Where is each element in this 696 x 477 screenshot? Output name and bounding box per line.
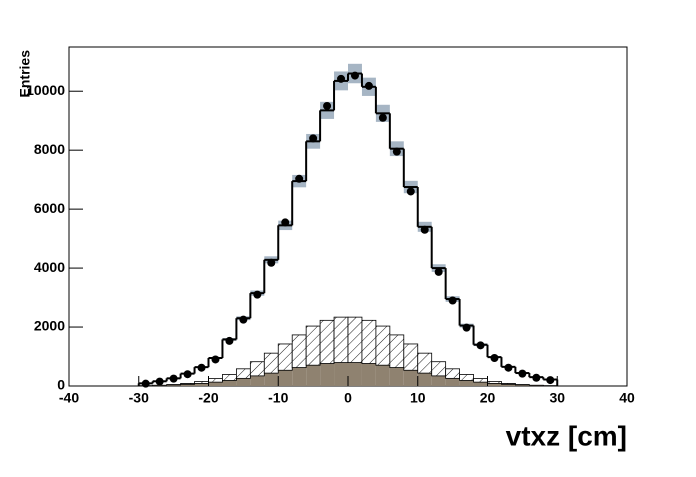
hist-bar	[222, 374, 236, 380]
y-tick-label: 2000	[34, 318, 65, 334]
hist-bar	[278, 370, 292, 386]
data-point	[449, 297, 457, 305]
y-tick-label: 10000	[26, 82, 65, 98]
data-point	[295, 175, 303, 183]
x-tick-label: 0	[344, 390, 352, 406]
hist-bar	[222, 380, 236, 386]
hist-bar	[362, 320, 376, 363]
hist-bar	[446, 378, 460, 386]
data-point	[421, 226, 429, 234]
data-point	[463, 324, 471, 332]
hist-bar	[306, 365, 320, 386]
x-tick-label: -20	[198, 390, 218, 406]
x-axis-title: vtxz [cm]	[506, 420, 627, 451]
hist-bar	[250, 376, 264, 386]
data-point	[407, 187, 415, 195]
x-tick-label: 20	[480, 390, 496, 406]
data-point	[281, 218, 289, 226]
data-point	[267, 259, 275, 267]
data-point	[211, 355, 219, 363]
hist-bar	[236, 369, 250, 379]
hist-bar	[292, 368, 306, 386]
data-point	[198, 364, 206, 372]
x-tick-label: -30	[129, 390, 149, 406]
hist-bar	[474, 379, 488, 383]
y-tick-label: 8000	[34, 141, 65, 157]
hist-bar	[474, 382, 488, 386]
data-point	[504, 364, 512, 372]
hist-bar	[404, 370, 418, 386]
hist-bar	[264, 353, 278, 373]
hist-bar	[390, 335, 404, 368]
hist-bar	[501, 383, 515, 384]
hist-bar	[250, 362, 264, 376]
hist-bar	[376, 326, 390, 365]
hist-bar	[306, 326, 320, 365]
y-tick-label: 4000	[34, 259, 65, 275]
hist-bar	[181, 383, 195, 384]
hist-bar	[432, 362, 446, 376]
hist-bar	[404, 344, 418, 370]
x-tick-label: -10	[268, 390, 288, 406]
hist-bar	[278, 344, 292, 370]
hist-bar	[209, 382, 223, 386]
x-tick-label: 30	[549, 390, 565, 406]
data-point	[379, 114, 387, 122]
data-point	[351, 72, 359, 80]
data-point	[253, 291, 261, 299]
x-tick-label: 10	[410, 390, 426, 406]
hist-bar	[432, 376, 446, 386]
data-point	[239, 316, 247, 324]
data-point	[142, 380, 150, 388]
x-tick-label: 40	[619, 390, 635, 406]
hist-bar	[292, 335, 306, 368]
hist-bar	[195, 381, 209, 383]
hist-bar	[418, 353, 432, 373]
data-point	[225, 337, 233, 345]
data-point	[156, 378, 164, 386]
hist-bar	[334, 363, 348, 386]
hist-bar	[348, 363, 362, 386]
hist-bar	[320, 363, 334, 386]
data-point	[337, 75, 345, 83]
data-point	[170, 375, 178, 383]
hist-bar	[362, 363, 376, 386]
hist-bar	[376, 365, 390, 386]
hist-bar	[446, 369, 460, 379]
data-point	[477, 341, 485, 349]
data-point	[184, 370, 192, 378]
data-point	[435, 268, 443, 276]
hist-bar	[264, 373, 278, 386]
hist-bar	[209, 379, 223, 383]
data-point	[365, 82, 373, 90]
hist-bar	[236, 378, 250, 386]
hist-bar	[460, 374, 474, 380]
hist-bar	[320, 320, 334, 363]
data-point	[518, 370, 526, 378]
data-point	[323, 102, 331, 110]
data-point	[546, 376, 554, 384]
x-tick-label: -40	[59, 390, 79, 406]
data-point	[532, 374, 540, 382]
hist-bar	[390, 368, 404, 386]
hist-bar	[348, 317, 362, 362]
y-tick-label: 6000	[34, 200, 65, 216]
hist-bar	[334, 317, 348, 362]
data-point	[309, 134, 317, 142]
data-point	[393, 148, 401, 156]
data-point	[490, 354, 498, 362]
hist-bar	[488, 381, 502, 383]
hist-bar	[460, 380, 474, 386]
hist-bar	[418, 373, 432, 386]
